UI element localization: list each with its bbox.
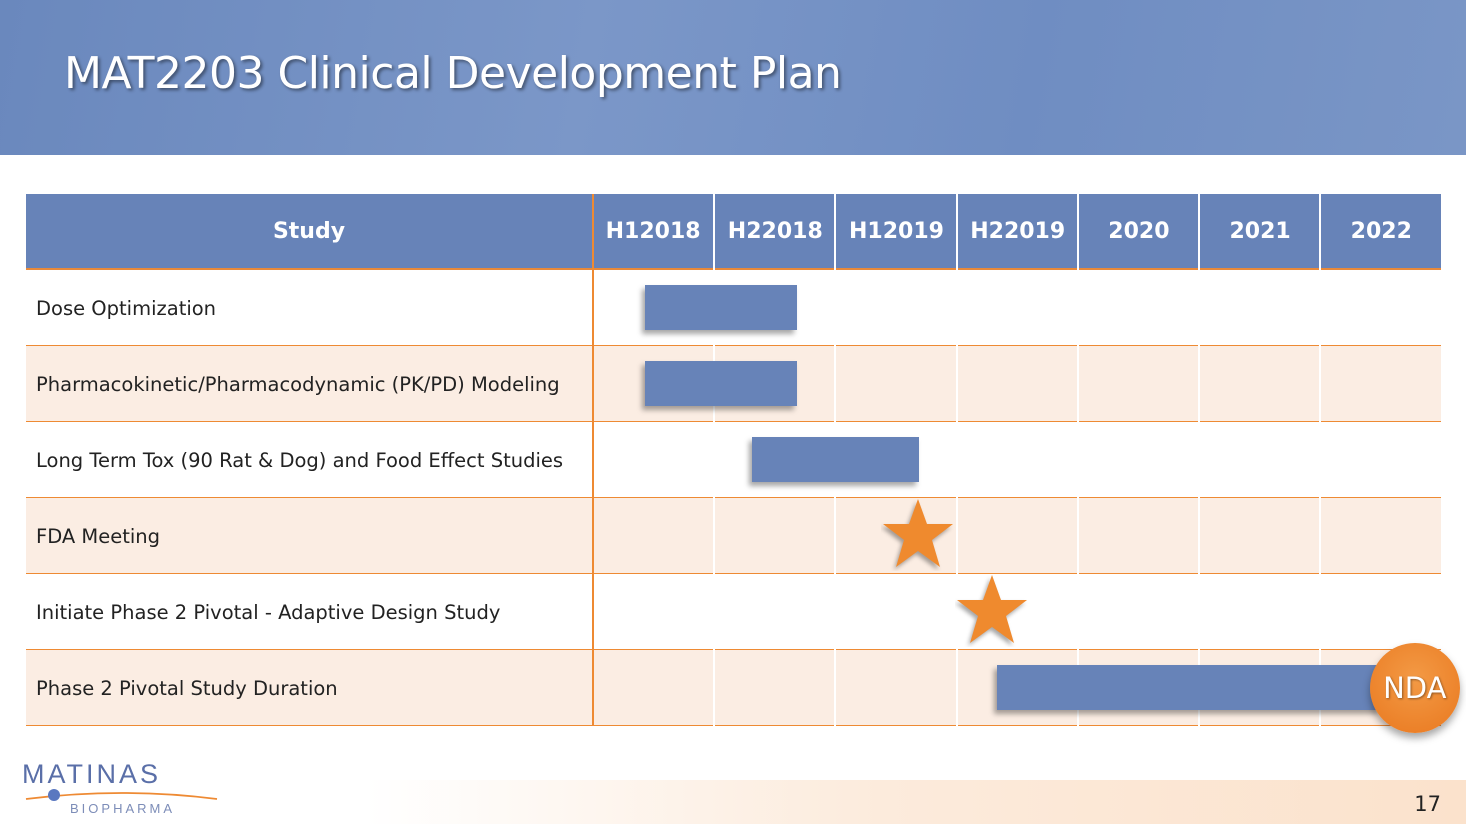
task-label: Pharmacokinetic/Pharmacodynamic (PK/PD) … [36, 372, 560, 396]
period-header: 2020 [1078, 194, 1199, 270]
period-header: 2022 [1321, 194, 1442, 270]
logo-subtitle: BIOPHARMA [70, 801, 175, 816]
column-divider [713, 194, 716, 726]
nda-milestone: NDA [1369, 643, 1460, 733]
period-header: 2021 [1200, 194, 1321, 270]
page-number: 17 [1414, 792, 1441, 816]
task-label: Initiate Phase 2 Pivotal - Adaptive Desi… [36, 600, 501, 624]
task-row: Dose Optimization [26, 270, 1441, 346]
gantt-chart: Study H1 2018 H2 2018 H1 2019 H2 2019 2020 2021 20… [26, 194, 1460, 733]
period-year: 2021 [1229, 218, 1291, 244]
period-header: H2 2019 [957, 194, 1078, 270]
column-divider [955, 194, 958, 726]
task-row: FDA Meeting [26, 498, 1441, 574]
study-column-header: Study [26, 194, 592, 270]
period-header: H1 2019 [836, 194, 957, 270]
logo-name: MATINAS [22, 759, 161, 789]
period-header: H2 2018 [715, 194, 836, 270]
period-year: 2020 [1108, 218, 1170, 244]
period-half: H2 [970, 218, 1004, 244]
period-header: H1 2018 [593, 194, 714, 270]
page-title: MAT2203 Clinical Development Plan [64, 48, 842, 99]
period-year: 2018 [761, 218, 823, 244]
task-label: FDA Meeting [36, 524, 161, 548]
period-half: H2 [727, 218, 762, 244]
gantt-bar [996, 665, 1381, 710]
milestone-star-icon [956, 575, 1027, 643]
column-divider [1076, 194, 1079, 726]
milestone-star-icon [882, 499, 953, 567]
column-divider [1319, 194, 1322, 726]
gantt-bar [751, 437, 920, 482]
period-year: 2022 [1350, 218, 1412, 244]
column-divider [1198, 194, 1200, 726]
period-half: H1 [605, 218, 640, 244]
task-row: Initiate Phase 2 Pivotal - Adaptive Desi… [26, 574, 1441, 650]
task-label: Long Term Tox (90 Rat & Dog) and Food Ef… [36, 448, 564, 472]
period-year: 2018 [639, 218, 701, 244]
task-row: Long Term Tox (90 Rat & Dog) and Food Ef… [26, 422, 1441, 498]
gantt-bar [645, 285, 797, 330]
task-label: Phase 2 Pivotal Study Duration [36, 676, 338, 700]
title-banner [0, 0, 1466, 155]
period-half: H1 [849, 218, 883, 244]
study-column-divider [592, 194, 594, 726]
matinas-logo: MATINAS BIOPHARMA [22, 759, 218, 816]
period-year: 2019 [1003, 218, 1066, 244]
period-year: 2019 [882, 218, 944, 244]
gantt-bar [645, 361, 797, 406]
task-label: Dose Optimization [36, 296, 217, 320]
footer-band [0, 780, 1466, 824]
